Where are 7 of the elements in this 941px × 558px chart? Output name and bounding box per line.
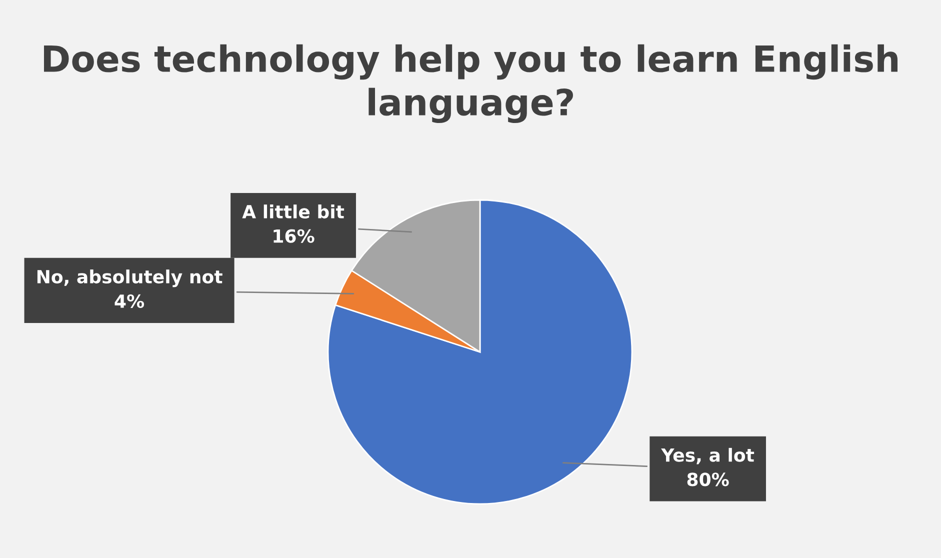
data-label: 16%	[274, 229, 314, 243]
slice-label: Yes, a lot	[661, 448, 754, 464]
slice-label: No, absolutely not	[37, 270, 222, 288]
chart-title: Does technology help you to learn English language?	[44, 44, 898, 124]
slice-label: A little bit	[242, 204, 344, 219]
data-label: 4%	[114, 294, 144, 308]
data-label: 80%	[687, 472, 729, 486]
